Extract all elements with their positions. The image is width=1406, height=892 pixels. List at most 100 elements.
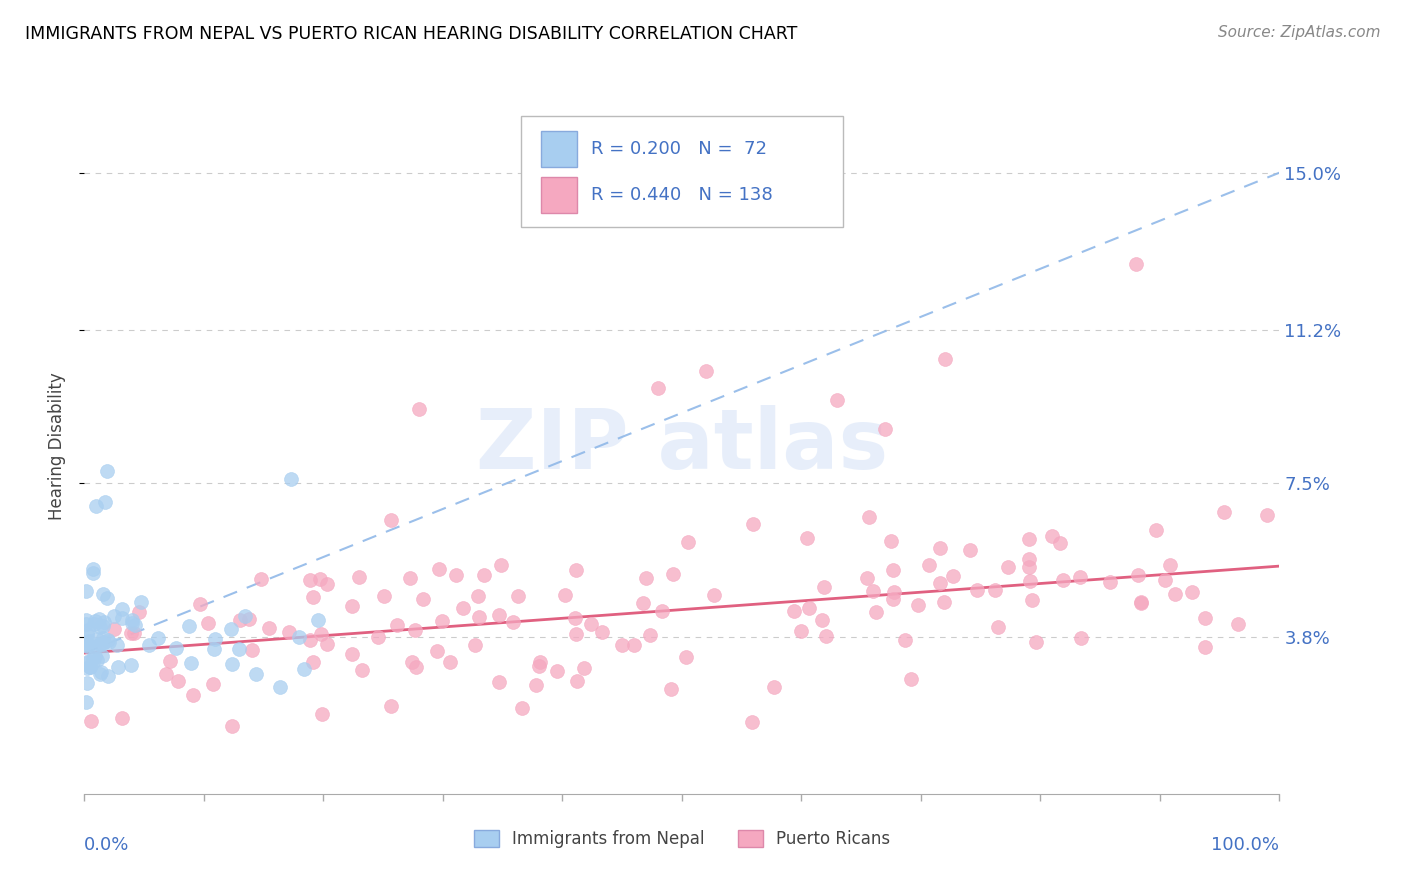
Point <box>894 633 917 648</box>
Point <box>167 674 190 689</box>
Point <box>299 632 322 647</box>
Point <box>155 666 177 681</box>
Y-axis label: Hearing Disability: Hearing Disability <box>48 372 66 520</box>
Point <box>347 570 370 584</box>
Point <box>1019 574 1042 589</box>
Point <box>111 711 134 725</box>
Point <box>813 580 835 594</box>
Point <box>91 619 114 633</box>
Point <box>1194 611 1216 625</box>
Text: ZIP atlas: ZIP atlas <box>475 406 889 486</box>
Point <box>188 597 211 611</box>
Point <box>928 575 950 590</box>
Point <box>97 669 120 683</box>
Point <box>565 563 588 577</box>
Point <box>783 604 806 618</box>
Point <box>882 591 904 606</box>
Point <box>763 680 786 694</box>
Text: R = 0.440   N = 138: R = 0.440 N = 138 <box>591 186 773 204</box>
Point <box>91 587 114 601</box>
Point <box>138 638 160 652</box>
Point <box>1180 585 1202 599</box>
Point <box>181 688 204 702</box>
Point <box>880 534 903 549</box>
Point <box>75 657 97 671</box>
Point <box>934 595 956 609</box>
Point <box>96 591 118 605</box>
Point <box>179 619 201 633</box>
Point <box>259 621 281 635</box>
Point <box>675 650 697 665</box>
Point <box>111 602 134 616</box>
Point <box>811 613 834 627</box>
Point <box>610 638 633 652</box>
Point <box>228 641 250 656</box>
Point <box>204 632 226 647</box>
Point <box>659 682 682 697</box>
Point <box>426 644 449 658</box>
Point <box>86 653 108 667</box>
Point <box>76 676 98 690</box>
Point <box>488 608 510 623</box>
Point <box>75 638 97 652</box>
Point <box>84 648 107 663</box>
Text: R = 0.200   N =  72: R = 0.200 N = 72 <box>591 140 768 158</box>
Point <box>917 558 939 572</box>
Point <box>250 572 273 586</box>
Point <box>89 620 111 634</box>
Point <box>373 589 395 603</box>
Point <box>623 638 645 652</box>
Point <box>86 500 108 514</box>
Point <box>579 617 602 632</box>
Point <box>299 574 322 588</box>
Point <box>97 635 120 649</box>
Point <box>75 583 97 598</box>
Point <box>124 617 146 632</box>
Point <box>662 567 685 582</box>
Point <box>240 642 263 657</box>
Point <box>76 661 98 675</box>
Point <box>900 672 922 686</box>
Point <box>1021 592 1043 607</box>
Point <box>1159 558 1181 573</box>
Point <box>464 638 486 652</box>
Point <box>380 699 402 714</box>
Point <box>302 655 325 669</box>
Point <box>564 611 586 625</box>
Point <box>695 364 717 378</box>
Point <box>103 609 125 624</box>
Point <box>468 609 491 624</box>
Point <box>120 658 142 673</box>
Point <box>79 654 101 668</box>
Point <box>219 622 242 636</box>
Point <box>311 706 333 721</box>
Point <box>510 701 533 715</box>
Point <box>111 611 134 625</box>
Point <box>159 654 181 668</box>
Point <box>385 618 408 632</box>
Point <box>93 635 115 649</box>
Point <box>75 695 97 709</box>
Point <box>309 627 332 641</box>
Point <box>789 624 811 639</box>
Point <box>83 640 105 655</box>
Point <box>796 531 818 545</box>
Point <box>105 639 128 653</box>
Point <box>82 655 104 669</box>
Point <box>83 617 105 632</box>
Point <box>91 637 114 651</box>
Point <box>404 624 426 638</box>
Point <box>865 605 887 619</box>
Point <box>367 630 389 644</box>
Point <box>89 637 111 651</box>
Point <box>107 660 129 674</box>
Point <box>302 590 325 604</box>
Point <box>1126 568 1149 582</box>
Point <box>546 664 568 678</box>
Point <box>308 572 330 586</box>
Point <box>554 588 576 602</box>
Point <box>506 589 529 603</box>
Point <box>987 620 1010 634</box>
Point <box>1025 635 1047 649</box>
Point <box>882 563 904 577</box>
